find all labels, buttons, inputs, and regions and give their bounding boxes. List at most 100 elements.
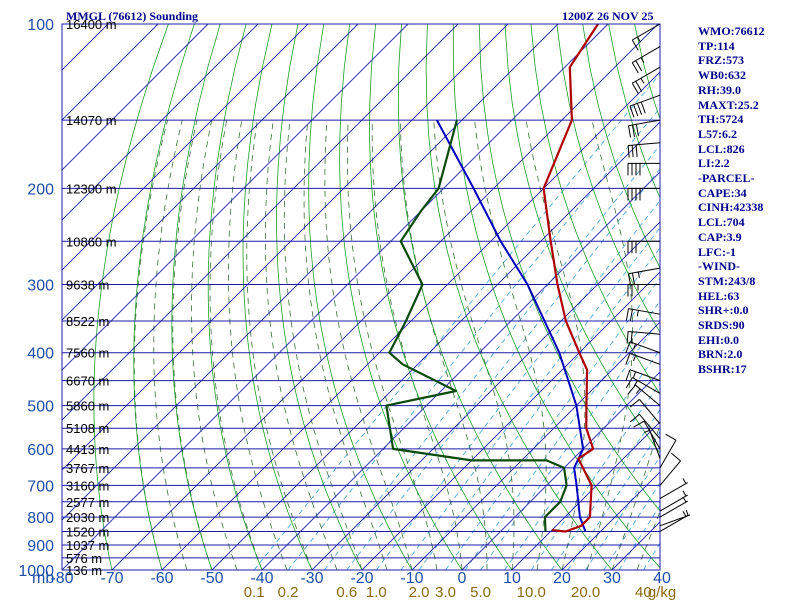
mixing-ratio-line: [567, 431, 660, 570]
index-item: TH:5724: [698, 112, 744, 127]
wind-barb: [659, 490, 688, 512]
wind-barb: [625, 377, 661, 394]
wind-barb: [643, 428, 661, 459]
height-label: 3160 m: [66, 478, 109, 493]
mixing-ratio-label: 2.0: [409, 584, 430, 600]
mixing-ratio-line: [585, 456, 660, 570]
height-label: 1520 m: [66, 524, 109, 539]
pressure-tick-label: 700: [27, 478, 54, 495]
mixing-ratio-label: 1.0: [366, 584, 387, 600]
moist-adiabat: [209, 120, 263, 570]
moist-adiabat: [347, 120, 438, 570]
pressure-axis-label: mb: [32, 570, 54, 587]
index-item: BRN:2.0: [698, 347, 743, 362]
height-label: 4413 m: [66, 442, 109, 457]
temperature-tick-label: 40: [653, 570, 671, 587]
index-item: -WIND-: [698, 259, 740, 274]
isotherm: [511, 421, 660, 570]
parcel-profile-line: [436, 119, 587, 532]
height-label: 16400 m: [66, 17, 117, 32]
height-label: 5108 m: [66, 421, 109, 436]
wind-barb: [631, 46, 661, 74]
index-item: SRDS:90: [698, 318, 745, 333]
moist-adiabat: [191, 120, 238, 570]
temperature-tick-label: -40: [250, 570, 273, 587]
index-item: LCL:826: [698, 141, 745, 156]
index-item: L57:6.2: [698, 126, 737, 141]
height-label: 1037 m: [66, 538, 109, 553]
wind-barb: [659, 433, 677, 469]
mixing-ratio-label: 10.0: [517, 584, 546, 600]
mixing-ratio-label: 3.0: [435, 584, 456, 600]
wind-barb: [627, 284, 660, 297]
wind-barb: [629, 94, 661, 118]
dry-adiabat: [276, 24, 363, 570]
temperature-tick-label: 20: [553, 570, 571, 587]
height-label: 5860 m: [66, 399, 109, 414]
isotherm: [561, 471, 660, 570]
moist-adiabat: [611, 422, 660, 570]
isotherm: [461, 371, 660, 570]
pressure-tick-label: 900: [27, 538, 54, 555]
moist-adiabat: [762, 120, 800, 570]
isotherm: [311, 221, 660, 570]
dry-adiabat: [478, 24, 660, 512]
dry-adiabat: [582, 24, 660, 269]
temperature-tick-label: -70: [100, 570, 123, 587]
moist-adiabat: [636, 510, 660, 570]
index-item: CINH:42338: [698, 200, 764, 215]
plot-area: [62, 24, 800, 570]
wind-barb: [629, 413, 661, 440]
temperature-tick-label: -20: [350, 570, 373, 587]
pressure-tick-label: 200: [27, 181, 54, 198]
mixing-ratio-unit: g/kg: [648, 584, 676, 600]
temperature-tick-label: -60: [150, 570, 173, 587]
mixing-ratio-line: [287, 107, 660, 570]
wind-barb: [627, 384, 661, 407]
index-item: FRZ:573: [698, 53, 744, 68]
index-item: RH:39.0: [698, 82, 741, 97]
temperature-profile-line: [542, 24, 599, 533]
temperature-tick-label: 0: [458, 570, 467, 587]
dry-adiabat: [171, 24, 221, 570]
isotherm: [411, 321, 660, 570]
dry-adiabat: [308, 24, 413, 570]
temperature-tick-label: -50: [200, 570, 223, 587]
index-item: STM:243/8: [698, 273, 756, 288]
isotherm: [62, 24, 359, 321]
isotherm: [62, 24, 259, 221]
index-item: HEL:63: [698, 288, 740, 303]
plot-border: [61, 23, 661, 571]
index-item: WMO:76612: [698, 24, 765, 38]
dry-adiabat: [764, 24, 800, 570]
height-label: 12300 m: [66, 181, 117, 196]
dry-adiabat: [369, 24, 513, 570]
mixing-ratio-label: 5.0: [470, 584, 491, 600]
dry-adiabat: [397, 24, 563, 570]
isotherm: [62, 24, 509, 471]
wind-barb: [659, 511, 688, 532]
moist-adiabat: [433, 120, 515, 570]
dry-adiabat: [425, 24, 613, 570]
sounding-time: 1200Z 26 NOV 25: [562, 9, 654, 23]
index-item: BSHR:17: [698, 362, 747, 377]
pressure-tick-label: 600: [27, 442, 54, 459]
wind-barb: [631, 23, 661, 51]
pressure-tick-label: 800: [27, 510, 54, 527]
isotherm: [62, 24, 559, 521]
wind-barb: [629, 398, 661, 425]
pressure-tick-label: 400: [27, 346, 54, 363]
wind-barb: [627, 187, 660, 201]
mixing-ratio-label: 0.2: [278, 584, 299, 600]
index-item: SHR+:0.0: [698, 303, 749, 318]
moist-adiabat: [324, 120, 413, 570]
isotherm: [161, 71, 660, 570]
dry-adiabat: [242, 24, 313, 570]
wind-barb: [633, 420, 661, 450]
temperature-tick-label: -10: [400, 570, 423, 587]
isotherm: [62, 24, 609, 570]
temperature-tick-label: -80: [50, 570, 73, 587]
temperature-tick-label: 10: [503, 570, 521, 587]
moist-adiabat: [525, 120, 586, 570]
isotherm: [62, 24, 309, 271]
